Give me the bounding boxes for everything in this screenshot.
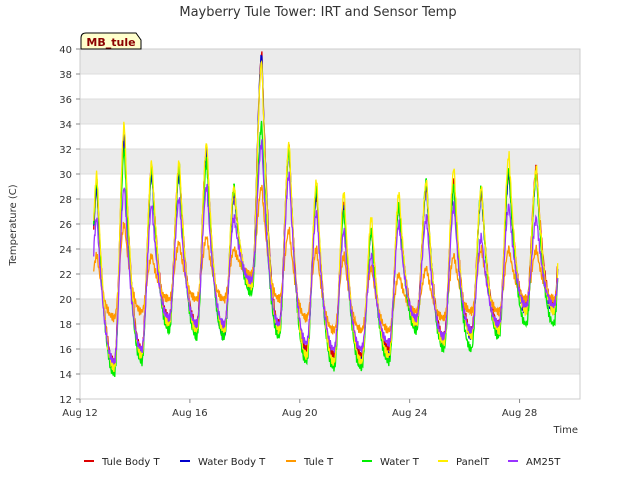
y-axis-label: Temperature (C)	[8, 184, 19, 266]
series-line-tule-t	[93, 184, 559, 335]
x-axis-label: Time	[553, 425, 578, 436]
plot-band	[80, 99, 580, 124]
y-tick-label: 16	[59, 345, 72, 356]
x-tick-label: Aug 20	[282, 408, 317, 419]
y-tick-label: 34	[59, 120, 72, 131]
x-tick-label: Aug 16	[172, 408, 207, 419]
x-tick-label: Aug 28	[502, 408, 537, 419]
plot-band	[80, 299, 580, 324]
y-tick-label: 20	[59, 295, 72, 306]
axes: 12 14 16 18 20 22 24 26 28 30 32 34 36 38 40 Aug 12 Aug …	[59, 45, 581, 419]
y-tick-label: 32	[59, 145, 72, 156]
x-tick-label: Aug 12	[62, 408, 97, 419]
x-tick-label: Aug 24	[392, 408, 427, 419]
chart-title: Mayberry Tule Tower: IRT and Sensor Temp	[179, 5, 456, 20]
y-tick-label: 40	[59, 45, 72, 56]
y-tick-label: 12	[59, 395, 72, 406]
station-tag-label: MB_tule	[86, 36, 135, 49]
legend-label: Tule T	[303, 457, 334, 468]
y-tick-label: 36	[59, 95, 72, 106]
legend: Tule Body T Water Body T Tule T Water T Pane…	[84, 457, 561, 468]
station-tag: MB_tule	[80, 32, 142, 50]
legend-label: Water Body T	[198, 457, 266, 468]
series-layer	[93, 51, 559, 377]
y-tick-label: 14	[59, 370, 72, 381]
plot-band	[80, 49, 580, 74]
plot-band	[80, 199, 580, 224]
legend-label: AM25T	[526, 457, 561, 468]
legend-label: PanelT	[456, 457, 490, 468]
y-tick-label: 30	[59, 170, 72, 181]
series-line-am25t	[93, 139, 559, 366]
y-tick-label: 24	[59, 245, 72, 256]
y-tick-label: 18	[59, 320, 72, 331]
y-tick-label: 28	[59, 195, 72, 206]
y-tick-label: 38	[59, 70, 72, 81]
legend-label: Water T	[380, 457, 420, 468]
legend-label: Tule Body T	[101, 457, 160, 468]
y-tick-label: 22	[59, 270, 72, 281]
plot-band	[80, 249, 580, 274]
plot-band	[80, 149, 580, 174]
y-tick-label: 26	[59, 220, 72, 231]
